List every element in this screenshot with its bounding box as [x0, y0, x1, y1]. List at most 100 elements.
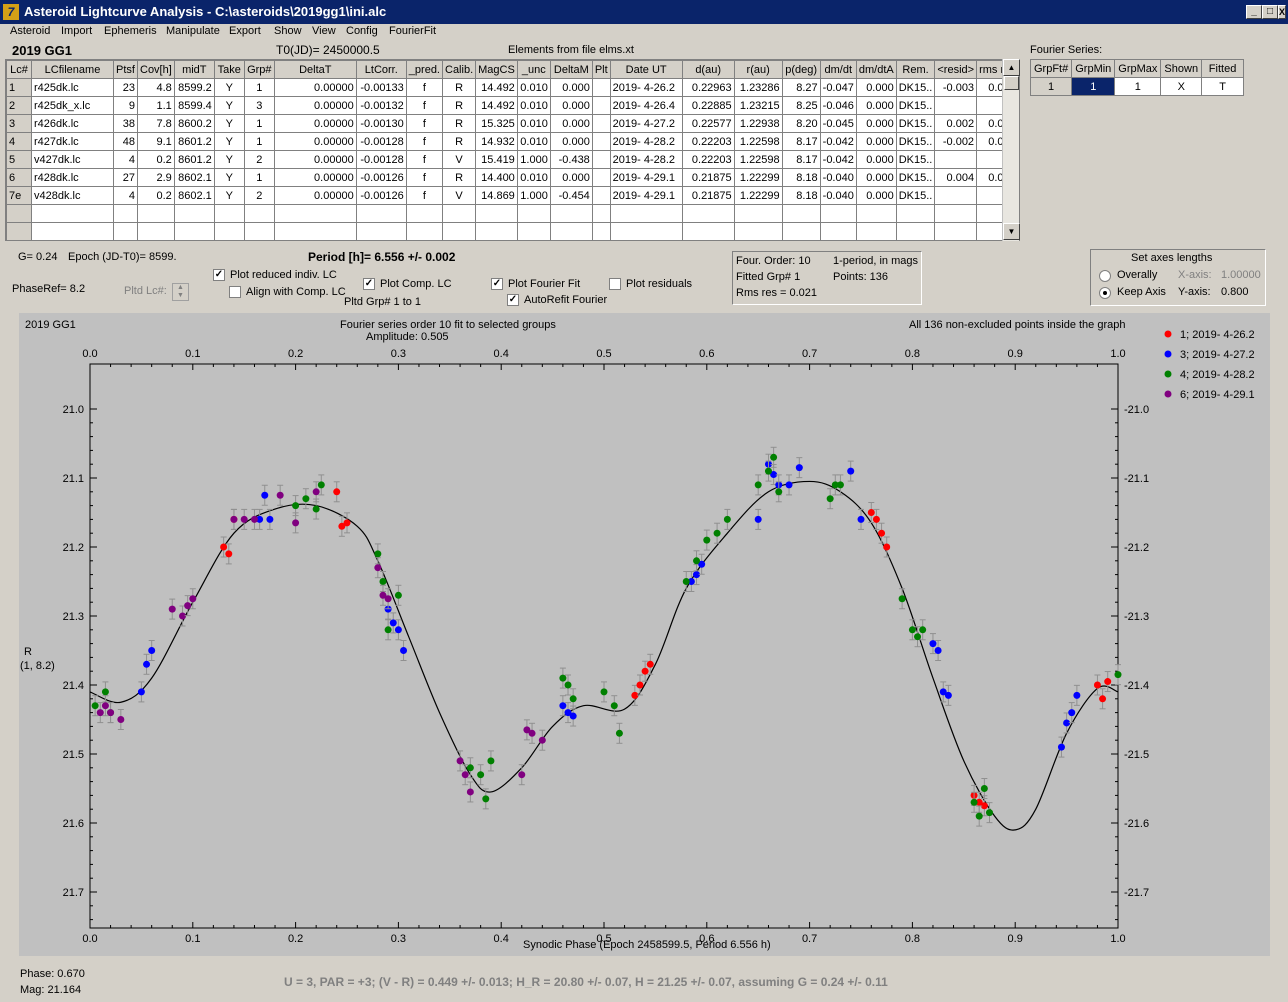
table-cell[interactable]: 2 [243, 150, 275, 169]
table-cell[interactable] [213, 204, 245, 223]
table-cell[interactable] [405, 204, 444, 223]
scroll-down-icon[interactable]: ▼ [1003, 223, 1020, 240]
table-cell[interactable]: 1.22938 [733, 114, 783, 133]
table-cell[interactable]: 0.010 [516, 114, 551, 133]
lc-col-header[interactable]: LCfilename [31, 60, 114, 79]
y-axis-value[interactable]: 0.800 [1221, 286, 1249, 298]
table-cell[interactable]: r428dk.lc [31, 168, 114, 187]
table-row[interactable]: 1 r425dk.lc 23 4.8 8599.2 Y 1 0.00000 -0.00133 f R… [6, 78, 1019, 97]
table-cell[interactable] [733, 222, 783, 240]
table-cell[interactable]: 2019- 4-27.2 [609, 114, 683, 133]
table-cell[interactable]: DK15.. [895, 186, 936, 205]
table-cell[interactable]: 14.869 [475, 186, 518, 205]
table-cell[interactable]: R [441, 114, 477, 133]
table-cell[interactable]: DK15.. [895, 132, 936, 151]
table-cell[interactable]: 8.17 [781, 132, 821, 151]
menu-ephemeris[interactable]: Ephemeris [104, 25, 157, 37]
table-cell[interactable] [895, 222, 936, 240]
table-cell[interactable]: f [405, 78, 444, 97]
lc-col-header[interactable]: Calib. [441, 60, 477, 79]
table-cell[interactable]: Y [213, 132, 245, 151]
table-cell[interactable]: R [441, 168, 477, 187]
table-cell[interactable]: -0.00128 [355, 132, 407, 151]
table-cell[interactable]: Y [213, 186, 245, 205]
table-cell[interactable]: 0.22203 [681, 150, 735, 169]
table-cell[interactable] [441, 222, 477, 240]
lc-col-header[interactable]: <resid> [934, 60, 978, 79]
table-cell[interactable]: v427dk.lc [31, 150, 114, 169]
table-cell[interactable]: 8601.2 [173, 132, 215, 151]
table-cell[interactable]: 1.22299 [733, 186, 783, 205]
table-cell[interactable]: -0.040 [819, 168, 857, 187]
table-cell[interactable]: 15.325 [475, 114, 518, 133]
table-cell[interactable] [733, 204, 783, 223]
table-cell[interactable]: 0.000 [855, 114, 897, 133]
plot-residuals-checkbox[interactable] [609, 278, 621, 290]
table-cell[interactable] [475, 222, 518, 240]
lightcurve-table[interactable]: Lc# LCfilename Ptsf Cov[h] midT Take Grp# Delta… [5, 59, 1020, 241]
table-cell[interactable]: 4 [113, 150, 138, 169]
table-cell[interactable]: 0.21875 [681, 186, 735, 205]
row-header[interactable] [6, 204, 32, 223]
table-cell[interactable]: 0.00000 [273, 78, 357, 97]
lc-col-header[interactable]: p(deg) [781, 60, 821, 79]
table-cell[interactable]: -0.046 [819, 96, 857, 115]
table-cell[interactable] [591, 168, 611, 187]
table-cell[interactable]: 38 [113, 114, 138, 133]
keep-axis-radio[interactable] [1099, 287, 1111, 299]
table-cell[interactable]: 9.1 [137, 132, 175, 151]
table-cell[interactable]: -0.002 [934, 132, 978, 151]
table-cell[interactable]: 2 [243, 186, 275, 205]
lc-col-header[interactable]: Take [213, 60, 245, 79]
table-row[interactable]: 6 r428dk.lc 27 2.9 8602.1 Y 1 0.00000 -0.00126 f R… [6, 168, 1019, 187]
table-cell[interactable]: 0.000 [855, 78, 897, 97]
table-cell[interactable]: 1 [243, 132, 275, 151]
row-header[interactable]: 5 [6, 150, 32, 169]
table-cell[interactable]: 8.25 [781, 96, 821, 115]
table-cell[interactable]: 0.2 [137, 150, 175, 169]
lc-col-header[interactable]: Plt [591, 60, 611, 79]
table-cell[interactable]: 0.21875 [681, 168, 735, 187]
table-cell[interactable]: 0.00000 [273, 150, 357, 169]
table-cell[interactable] [273, 204, 357, 223]
table-cell[interactable]: 1.23215 [733, 96, 783, 115]
table-cell[interactable]: 0.000 [549, 96, 593, 115]
table-cell[interactable] [609, 204, 683, 223]
table-cell[interactable]: -0.00132 [355, 96, 407, 115]
table-cell[interactable] [591, 186, 611, 205]
table-cell[interactable]: -0.438 [549, 150, 593, 169]
table-cell[interactable]: 1.22598 [733, 150, 783, 169]
table-cell[interactable] [819, 222, 857, 240]
table-cell[interactable]: 8599.2 [173, 78, 215, 97]
menu-asteroid[interactable]: Asteroid [10, 25, 51, 37]
table-cell[interactable] [895, 204, 936, 223]
table-cell[interactable] [609, 222, 683, 240]
table-cell[interactable] [591, 78, 611, 97]
menu-show[interactable]: Show [274, 25, 302, 37]
table-cell[interactable]: 1.000 [516, 186, 551, 205]
table-cell[interactable]: 1 [243, 168, 275, 187]
minimize-button[interactable]: _ [1246, 5, 1262, 19]
row-header[interactable]: 6 [6, 168, 32, 187]
table-row-empty[interactable] [6, 204, 1019, 223]
table-cell[interactable]: -0.00130 [355, 114, 407, 133]
table-cell[interactable] [355, 204, 407, 223]
fourier-cell[interactable]: X [1160, 77, 1203, 96]
table-cell[interactable]: 0.000 [549, 132, 593, 151]
plot-fourier-checkbox[interactable]: ✓ [491, 278, 503, 290]
table-cell[interactable] [355, 222, 407, 240]
table-cell[interactable]: -0.00133 [355, 78, 407, 97]
table-cell[interactable] [934, 150, 978, 169]
table-cell[interactable]: R [441, 96, 477, 115]
table-cell[interactable] [516, 204, 551, 223]
table-cell[interactable]: 0.000 [855, 150, 897, 169]
table-cell[interactable]: 0.000 [549, 78, 593, 97]
pltd-lc-spinner[interactable]: ▲ ▼ [172, 283, 189, 301]
table-cell[interactable]: r426dk.lc [31, 114, 114, 133]
table-row-empty[interactable] [6, 222, 1019, 240]
table-cell[interactable]: 0.00000 [273, 114, 357, 133]
table-cell[interactable]: 1.22299 [733, 168, 783, 187]
table-scrollbar[interactable]: ▲ ▼ [1002, 59, 1020, 241]
table-cell[interactable]: V [441, 186, 477, 205]
close-button[interactable]: X [1278, 5, 1286, 19]
